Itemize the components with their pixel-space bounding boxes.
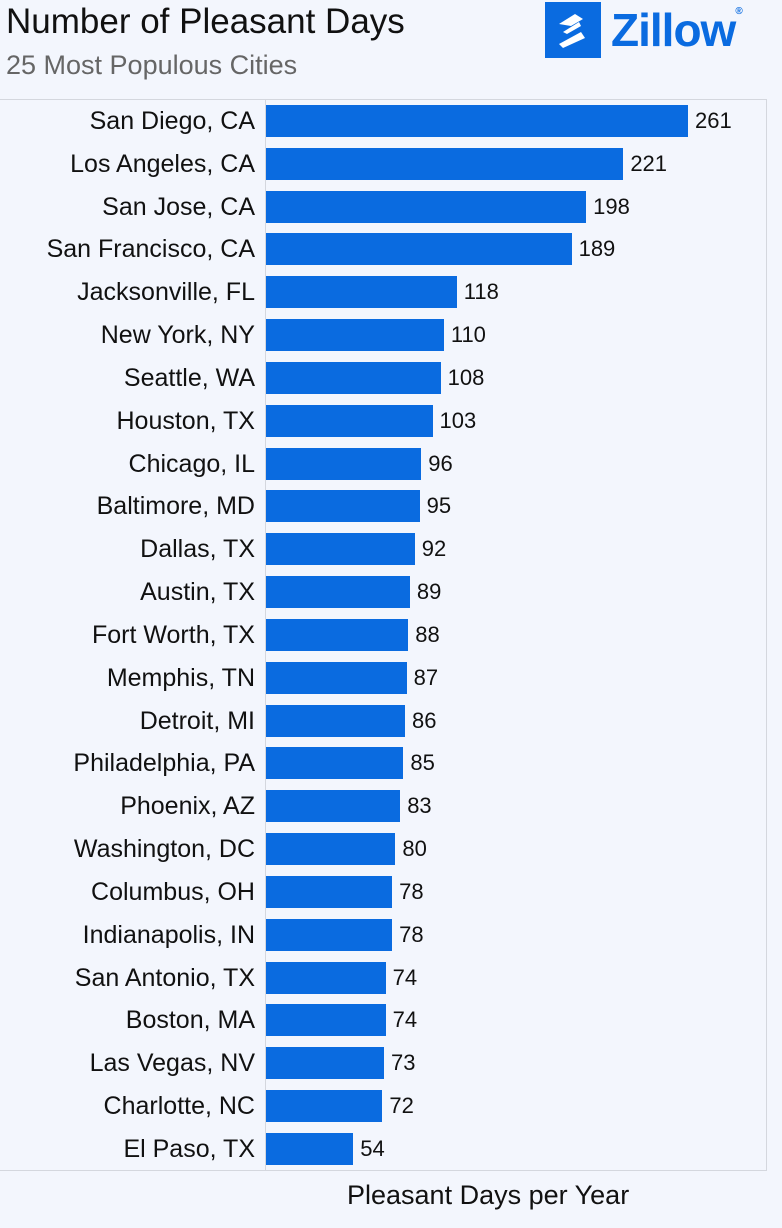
bar: [266, 319, 444, 352]
plot-frame: [0, 99, 767, 1171]
data-label: 110: [450, 322, 486, 348]
data-label: 85: [410, 750, 435, 776]
zillow-logo: Zillow®: [545, 2, 782, 58]
bar: [266, 747, 404, 780]
category-label: Washington, DC: [73, 835, 255, 864]
bar: [266, 361, 441, 394]
bar: [266, 1090, 383, 1123]
y-axis-line: [265, 100, 266, 1171]
category-label: Boston, MA: [125, 1006, 255, 1035]
data-label: 103: [439, 407, 477, 433]
data-label: 221: [630, 150, 668, 176]
bar: [266, 533, 415, 566]
category-label: Austin, TX: [140, 578, 255, 607]
bar: [266, 1132, 354, 1165]
category-label: Columbus, OH: [91, 877, 255, 906]
x-axis-label: Pleasant Days per Year: [347, 1180, 630, 1210]
zillow-wordmark: Zillow®: [611, 4, 743, 56]
bar: [266, 790, 401, 823]
bar: [266, 105, 688, 137]
category-label: Jacksonville, FL: [77, 278, 255, 307]
bar: [266, 576, 410, 609]
bar: [266, 1004, 386, 1037]
bar: [266, 447, 422, 480]
category-label: Memphis, TN: [106, 663, 255, 692]
logo-text: Zillow: [611, 4, 736, 56]
category-label: Baltimore, MD: [96, 492, 255, 521]
bar: [266, 618, 409, 651]
bar: [266, 147, 624, 180]
category-label: Fort Worth, TX: [91, 620, 255, 649]
data-label: 86: [412, 707, 437, 733]
category-label: Los Angeles, CA: [70, 149, 255, 178]
category-label: Chicago, IL: [128, 449, 255, 478]
category-label: Las Vegas, NV: [89, 1049, 255, 1078]
bar: [266, 961, 386, 994]
data-label: 72: [389, 1093, 414, 1119]
category-label: Dallas, TX: [140, 535, 255, 564]
data-label: 74: [392, 1007, 418, 1033]
chart-title: Number of Pleasant Days: [6, 2, 405, 41]
data-label: 88: [415, 621, 440, 647]
category-label: Philadelphia, PA: [73, 749, 255, 778]
data-label: 96: [428, 450, 453, 476]
data-label: 95: [426, 493, 452, 519]
bar: [266, 233, 572, 266]
category-label: San Diego, CA: [89, 107, 255, 135]
category-label: Detroit, MI: [139, 706, 255, 735]
bar: [266, 276, 457, 309]
chart-subtitle: 25 Most Populous Cities: [6, 50, 298, 80]
data-label: 118: [463, 279, 499, 305]
data-label: 78: [399, 921, 424, 947]
bar: [266, 404, 433, 437]
data-label: 80: [402, 836, 427, 862]
data-label: 89: [416, 579, 442, 605]
category-label: Charlotte, NC: [103, 1092, 255, 1121]
bar: [266, 661, 407, 694]
category-label: Indianapolis, IN: [82, 920, 255, 949]
category-label: San Jose, CA: [102, 192, 255, 221]
data-label: 261: [695, 108, 732, 133]
data-label: 198: [593, 193, 630, 219]
category-label: Seattle, WA: [123, 363, 255, 392]
data-label: 87: [413, 664, 439, 690]
bar: [266, 875, 393, 908]
data-label: 54: [360, 1135, 385, 1161]
bar: [266, 190, 587, 223]
data-label: 73: [391, 1050, 416, 1076]
zillow-house-icon: [545, 2, 601, 58]
data-label: 78: [399, 878, 424, 904]
data-label: 92: [421, 536, 447, 562]
category-label: Houston, TX: [116, 406, 255, 435]
bar: [266, 918, 393, 951]
data-label: 189: [578, 236, 616, 262]
category-label: San Francisco, CA: [46, 235, 255, 264]
bar: [266, 833, 396, 866]
data-label: 74: [392, 964, 418, 990]
category-label: San Antonio, TX: [74, 963, 255, 992]
bar: [266, 1047, 385, 1080]
data-label: 108: [447, 364, 485, 390]
bar: [266, 704, 406, 737]
bar: [266, 490, 420, 523]
category-label: El Paso, TX: [123, 1134, 255, 1163]
data-label: 83: [407, 793, 432, 819]
category-label: New York, NY: [100, 321, 255, 350]
category-label: Phoenix, AZ: [120, 792, 255, 821]
